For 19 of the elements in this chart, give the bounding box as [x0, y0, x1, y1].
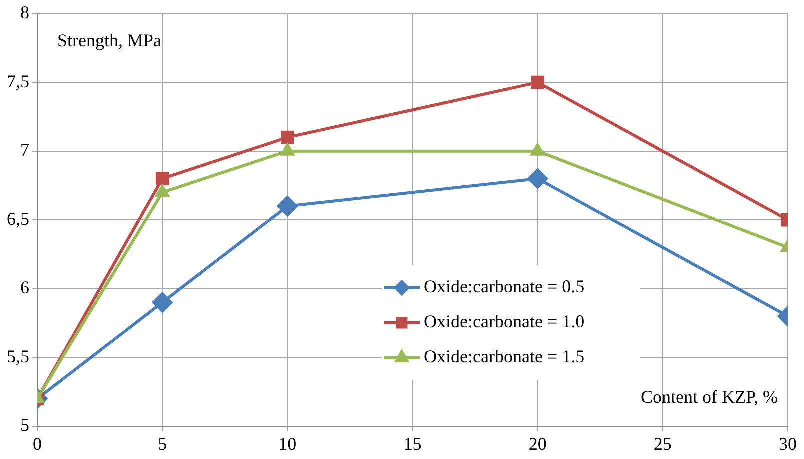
y-tick-label: 6 — [20, 278, 30, 298]
x-tick-label: 20 — [528, 434, 547, 454]
legend-label: Oxide:carbonate = 1.5 — [424, 346, 585, 367]
y-tick-label: 8 — [20, 2, 30, 23]
x-tick-label: 0 — [33, 434, 42, 454]
legend-label: Oxide:carbonate = 0.5 — [424, 276, 585, 297]
x-tick-label: 5 — [158, 434, 168, 454]
y-tick-label: 7 — [20, 140, 30, 160]
y-tick-label: 5,5 — [7, 346, 30, 366]
x-tick-label: 15 — [404, 434, 422, 454]
x-tick-label: 25 — [654, 434, 672, 454]
x-axis-title: Content of KZP, % — [641, 387, 778, 408]
y-tick-label: 7,5 — [7, 71, 30, 92]
x-tick-label: 10 — [278, 434, 297, 454]
y-tick-label: 5 — [20, 415, 30, 436]
y-axis-title: Strength, MPa — [58, 30, 162, 51]
legend-label: Oxide:carbonate = 1.0 — [424, 312, 585, 332]
x-tick-label: 30 — [779, 434, 797, 454]
y-tick-label: 6,5 — [7, 208, 30, 229]
